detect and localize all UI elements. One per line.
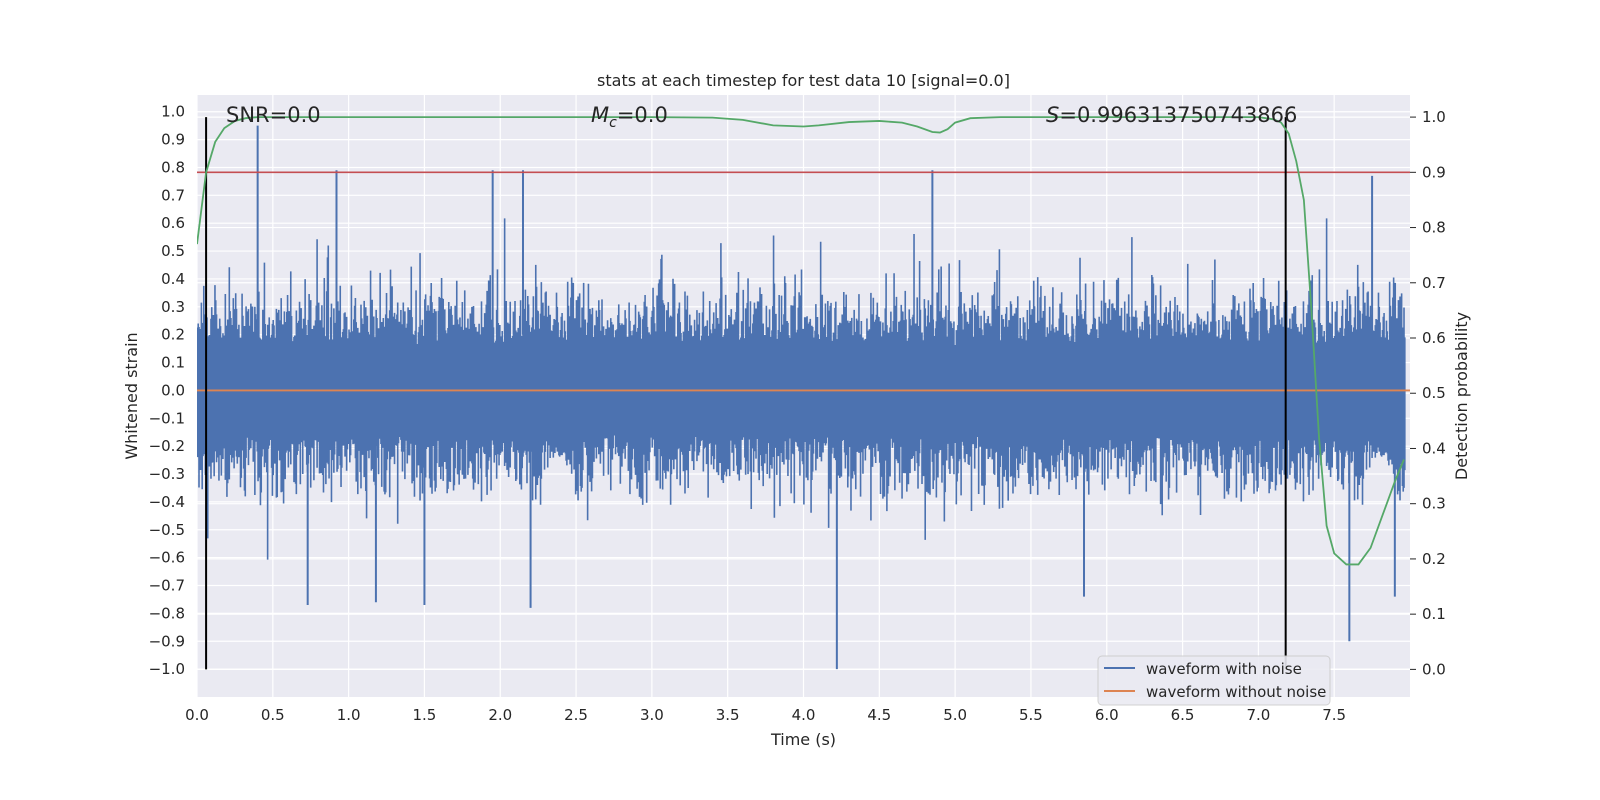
y-tick-label: −1.0 (149, 660, 185, 678)
mc-subscript: c (609, 115, 617, 131)
y2-tick-label: 0.0 (1422, 660, 1446, 678)
chirp-mass-annotation: Mc=0.0 (591, 103, 668, 131)
y-tick-label: 0.1 (161, 354, 185, 372)
y-axis-ticks: 1.0 0.9 0.8 0.7 0.6 0.5 0.4 0.3 0.2 0.1 0.0 −0.1 −0.… (149, 103, 185, 678)
y-tick-label: 0.0 (161, 381, 185, 399)
noise-envelope (197, 218, 1406, 560)
s-value: =0.996313750743866 (1059, 103, 1297, 127)
y-tick-label: −0.8 (149, 604, 185, 622)
y2-tick-label: 0.5 (1422, 384, 1446, 402)
x-tick-label: 5.5 (1019, 706, 1043, 724)
detection-probability-line (197, 116, 1405, 566)
y2-tick-label: 0.1 (1422, 605, 1446, 623)
mc-value: =0.0 (617, 103, 668, 127)
y-tick-label: −0.5 (149, 521, 185, 539)
x-tick-label: 6.0 (1095, 706, 1119, 724)
y2-axis-ticks: 1.0 0.9 0.8 0.7 0.6 0.5 0.4 0.3 0.2 0.1 0.0 (1410, 108, 1446, 678)
y-axis-label: Whitened strain (122, 332, 141, 459)
waveform-with-noise-series (197, 125, 1406, 670)
chart-title: stats at each timestep for test data 10 … (597, 71, 1010, 90)
x-tick-label: 7.5 (1322, 706, 1346, 724)
y-tick-label: −0.1 (149, 409, 185, 427)
x-tick-label: 6.5 (1171, 706, 1195, 724)
legend-box (1097, 655, 1331, 706)
y2-tick-label: 1.0 (1422, 108, 1446, 126)
y-tick-label: −0.6 (149, 549, 185, 567)
y-tick-label: −0.4 (149, 493, 185, 511)
y-tick-label: 0.5 (161, 242, 185, 260)
snr-annotation: SNR=0.0 (226, 103, 321, 127)
x-axis-ticks: 0.0 0.5 1.0 1.5 2.0 2.5 3.0 3.5 4.0 4.5 5.0 5.5 6.0 6… (185, 706, 1346, 724)
y-tick-label: −0.3 (149, 465, 185, 483)
y-tick-label: 0.2 (161, 326, 185, 344)
x-tick-label: 4.0 (792, 706, 816, 724)
y2-tick-label: 0.2 (1422, 550, 1446, 568)
y-tick-label: 1.0 (161, 103, 185, 121)
legend-label-noise: waveform with noise (1146, 660, 1302, 678)
x-tick-label: 5.0 (943, 706, 967, 724)
y2-axis-label: Detection probability (1452, 312, 1471, 480)
plot-series (197, 116, 1410, 670)
y-tick-label: 0.7 (161, 186, 185, 204)
y-tick-label: 0.4 (161, 270, 185, 288)
score-annotation: S=0.996313750743866 (1046, 103, 1297, 127)
x-tick-label: 2.0 (488, 706, 512, 724)
y-tick-label: −0.2 (149, 437, 185, 455)
x-tick-label: 7.0 (1246, 706, 1270, 724)
legend: waveform with noise waveform without noi… (1097, 655, 1331, 706)
x-tick-label: 0.0 (185, 706, 209, 724)
y2-tick-label: 0.6 (1422, 329, 1446, 347)
y2-tick-label: 0.4 (1422, 439, 1446, 457)
y-tick-label: 0.6 (161, 214, 185, 232)
y2-tick-label: 0.9 (1422, 163, 1446, 181)
x-tick-label: 2.5 (564, 706, 588, 724)
s-symbol: S (1046, 103, 1059, 127)
x-tick-label: 3.5 (716, 706, 740, 724)
x-tick-label: 0.5 (261, 706, 285, 724)
x-tick-label: 1.0 (337, 706, 361, 724)
y2-tick-label: 0.7 (1422, 274, 1446, 292)
legend-label-clean: waveform without noise (1146, 683, 1326, 701)
x-axis-label: Time (s) (770, 730, 836, 749)
x-tick-label: 3.0 (640, 706, 664, 724)
y2-tick-label: 0.3 (1422, 495, 1446, 513)
y-tick-label: 0.3 (161, 298, 185, 316)
x-tick-label: 1.5 (413, 706, 437, 724)
y-tick-label: −0.7 (149, 577, 185, 595)
y2-tick-label: 0.8 (1422, 219, 1446, 237)
y-tick-label: 0.9 (161, 131, 185, 149)
y-tick-label: −0.9 (149, 632, 185, 650)
y-tick-label: 0.8 (161, 158, 185, 176)
x-tick-label: 4.5 (867, 706, 891, 724)
mc-symbol: M (591, 103, 609, 127)
